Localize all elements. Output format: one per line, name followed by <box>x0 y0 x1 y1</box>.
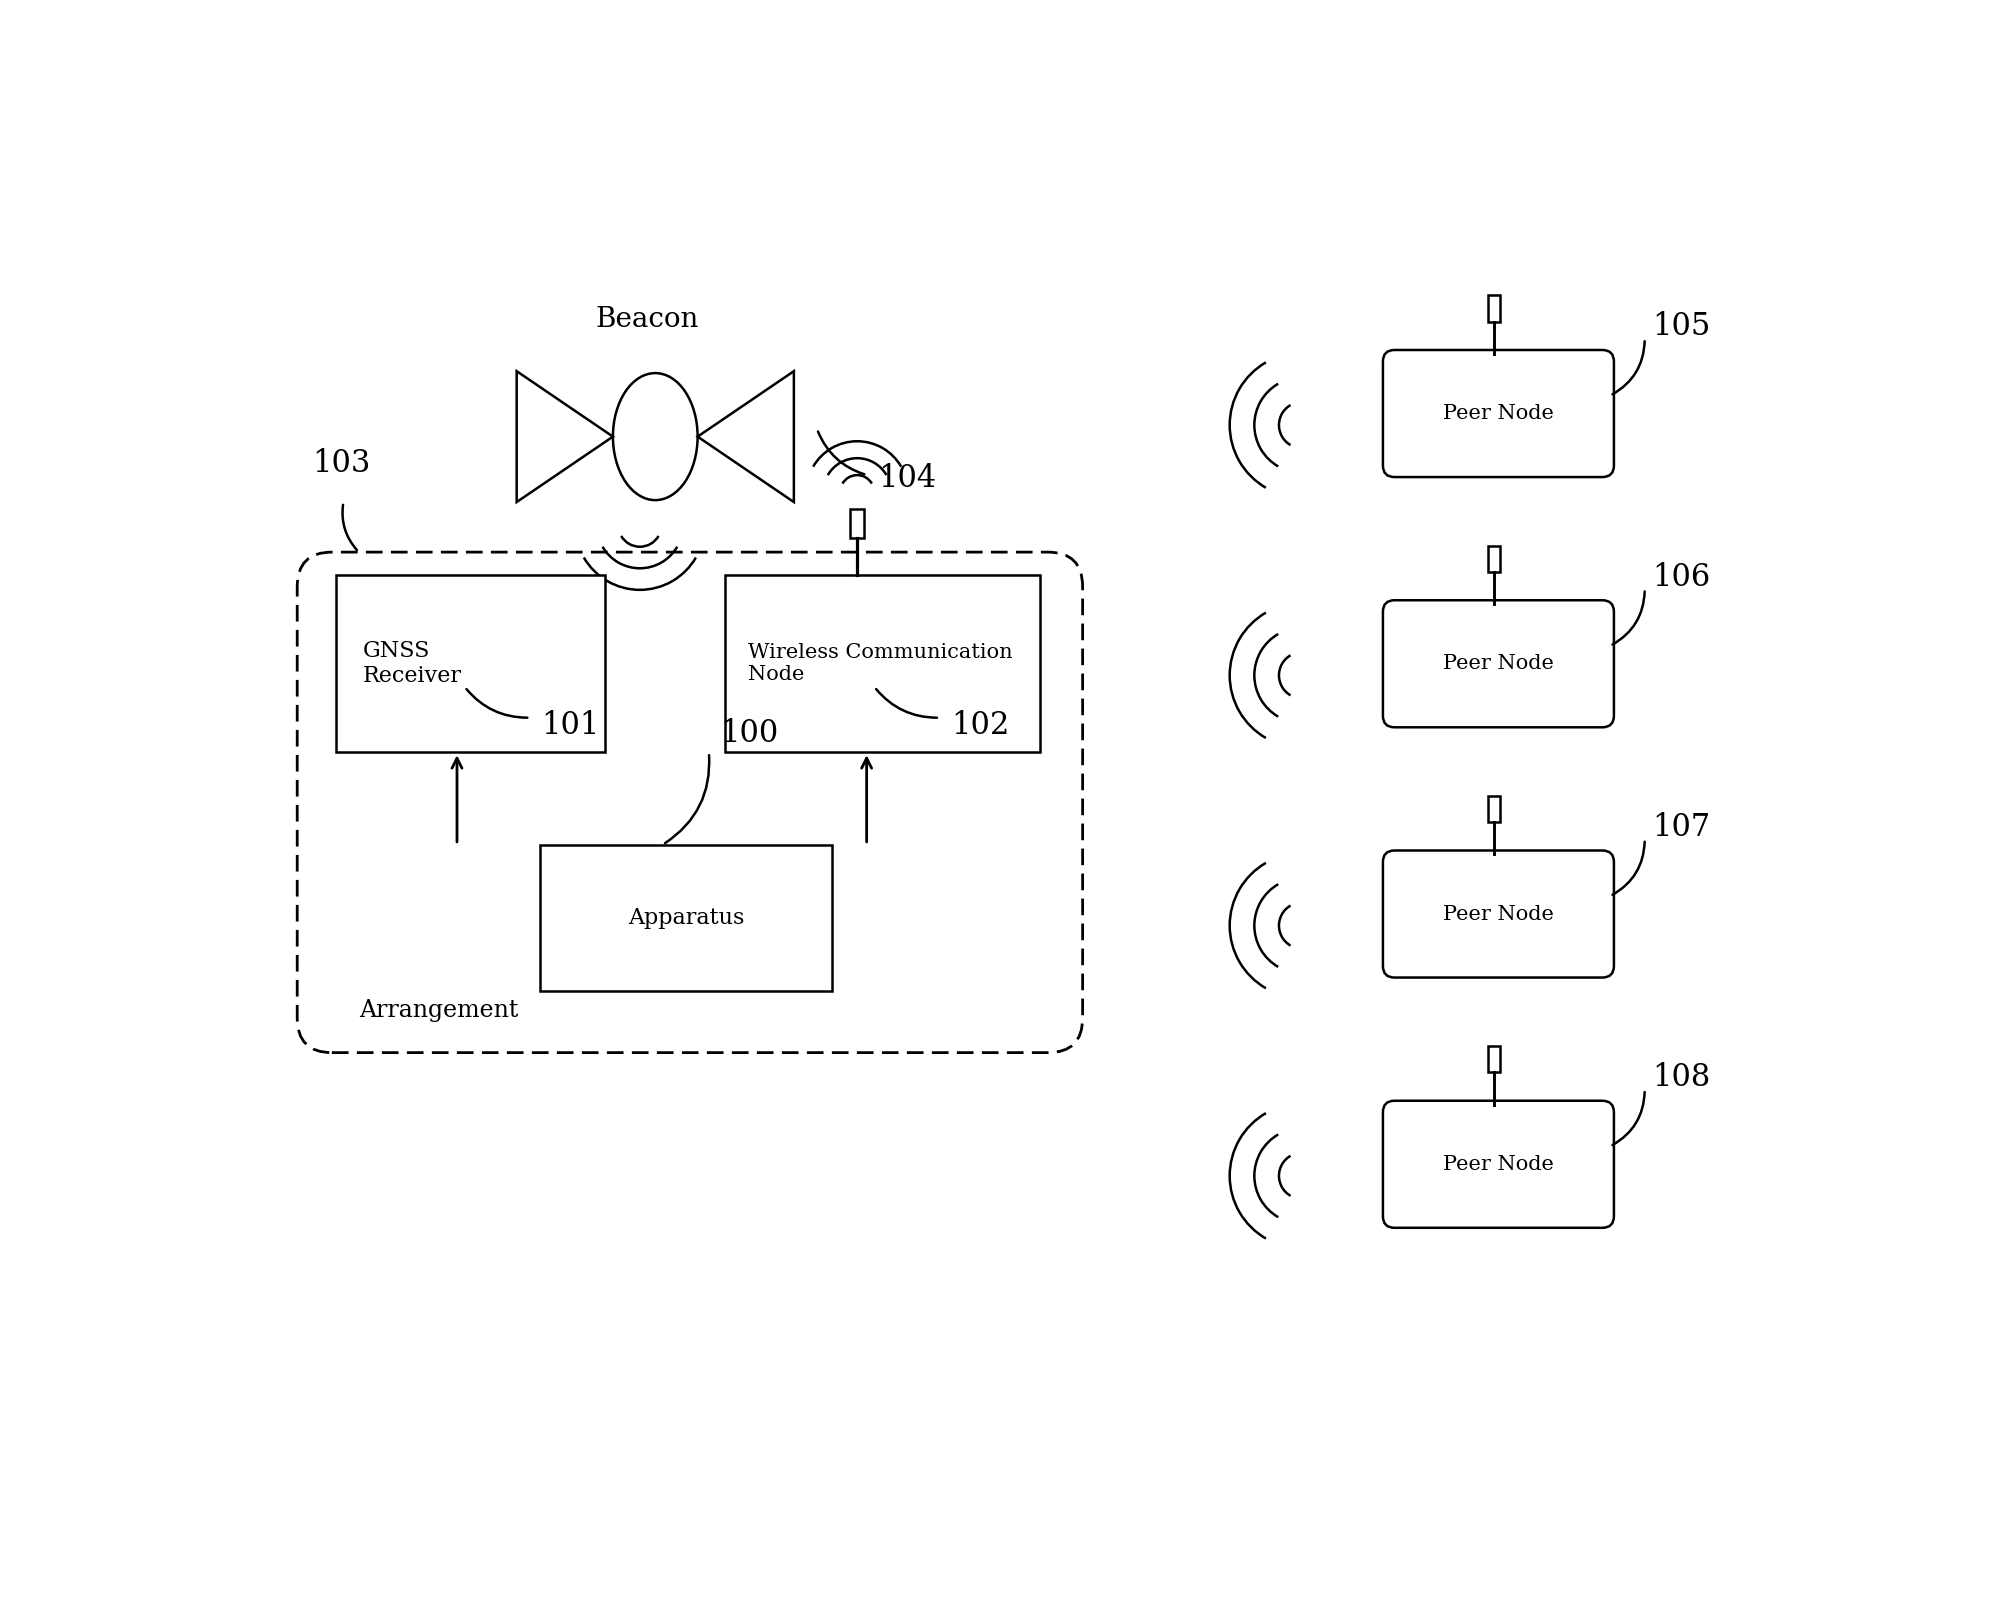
Text: Beacon: Beacon <box>595 305 699 332</box>
Text: 104: 104 <box>879 463 937 494</box>
Text: Peer Node: Peer Node <box>1443 904 1552 924</box>
Text: Arrangement: Arrangement <box>360 999 517 1021</box>
Bar <box>1487 1047 1498 1072</box>
Bar <box>849 510 863 539</box>
Text: Peer Node: Peer Node <box>1443 404 1552 423</box>
Text: 103: 103 <box>312 447 372 479</box>
Text: Peer Node: Peer Node <box>1443 1155 1552 1175</box>
Text: Wireless Communication
Node: Wireless Communication Node <box>747 644 1011 684</box>
Text: 105: 105 <box>1652 312 1710 342</box>
Text: Peer Node: Peer Node <box>1443 654 1552 673</box>
Text: 102: 102 <box>951 710 1009 741</box>
FancyBboxPatch shape <box>1383 350 1612 478</box>
Bar <box>539 845 831 991</box>
FancyBboxPatch shape <box>1383 1101 1612 1227</box>
FancyBboxPatch shape <box>1383 601 1612 727</box>
Bar <box>1487 296 1498 321</box>
Text: 106: 106 <box>1652 561 1710 593</box>
Text: 100: 100 <box>719 718 779 748</box>
Bar <box>723 575 1039 753</box>
Text: 101: 101 <box>541 710 599 741</box>
Text: 107: 107 <box>1652 812 1710 842</box>
Text: Apparatus: Apparatus <box>627 908 743 928</box>
Bar <box>1487 796 1498 821</box>
Bar <box>336 575 605 753</box>
FancyBboxPatch shape <box>1383 850 1612 978</box>
Bar <box>1487 545 1498 572</box>
Text: GNSS
Receiver: GNSS Receiver <box>362 641 462 687</box>
Text: 108: 108 <box>1652 1063 1710 1093</box>
